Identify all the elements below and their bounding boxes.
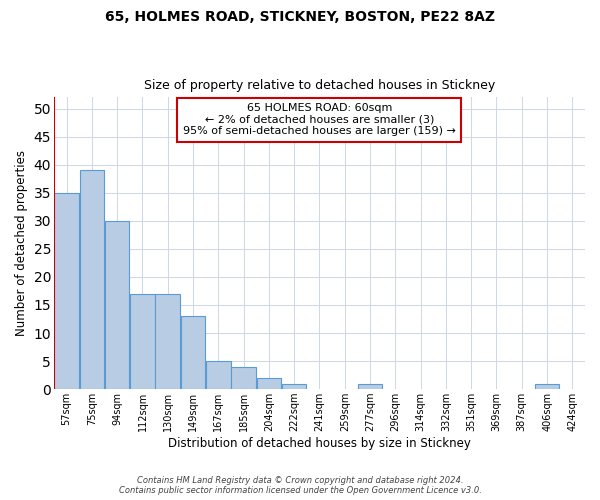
Bar bbox=[232, 366, 256, 389]
Bar bbox=[535, 384, 559, 389]
Y-axis label: Number of detached properties: Number of detached properties bbox=[15, 150, 28, 336]
Bar bbox=[55, 192, 79, 389]
Text: Contains HM Land Registry data © Crown copyright and database right 2024.
Contai: Contains HM Land Registry data © Crown c… bbox=[119, 476, 481, 495]
Bar bbox=[105, 221, 130, 389]
Bar bbox=[155, 294, 180, 389]
Bar bbox=[130, 294, 155, 389]
Bar bbox=[80, 170, 104, 389]
Bar bbox=[358, 384, 382, 389]
Title: Size of property relative to detached houses in Stickney: Size of property relative to detached ho… bbox=[144, 79, 495, 92]
Text: 65 HOLMES ROAD: 60sqm
← 2% of detached houses are smaller (3)
95% of semi-detach: 65 HOLMES ROAD: 60sqm ← 2% of detached h… bbox=[183, 103, 456, 136]
Bar bbox=[181, 316, 205, 389]
Bar bbox=[257, 378, 281, 389]
Bar bbox=[282, 384, 307, 389]
Bar bbox=[206, 361, 230, 389]
Text: 65, HOLMES ROAD, STICKNEY, BOSTON, PE22 8AZ: 65, HOLMES ROAD, STICKNEY, BOSTON, PE22 … bbox=[105, 10, 495, 24]
X-axis label: Distribution of detached houses by size in Stickney: Distribution of detached houses by size … bbox=[168, 437, 471, 450]
